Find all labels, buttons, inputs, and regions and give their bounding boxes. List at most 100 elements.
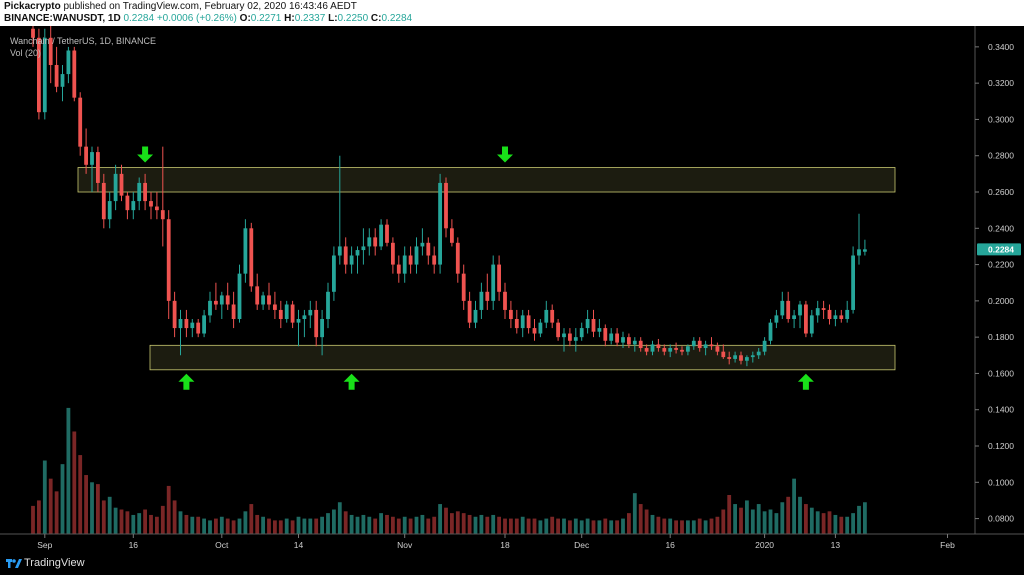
candle-body [739, 355, 743, 361]
candle-body [402, 255, 407, 274]
volume-bar [756, 504, 761, 534]
volume-bar [66, 407, 71, 534]
candle-body [320, 319, 324, 338]
candle-body [727, 357, 732, 359]
volume-bar [166, 485, 171, 534]
volume-bar [284, 518, 289, 534]
candle-body [426, 242, 431, 256]
tradingview-brand[interactable]: TradingView [24, 557, 85, 569]
volume-bar [337, 502, 342, 534]
candle-body [237, 273, 242, 320]
candle-body [131, 201, 136, 211]
candlesticks [31, 26, 867, 367]
time-tick-label: Dec [574, 540, 590, 550]
price-tick-label: 0.2000 [988, 296, 1014, 306]
candle-body [267, 295, 271, 305]
candle-body [514, 319, 519, 329]
price-change: +0.0006 (+0.26%) [156, 13, 237, 24]
volume-bar [332, 509, 336, 534]
candle-body [249, 228, 254, 287]
volume-bar [815, 511, 820, 534]
volume-bar [538, 520, 543, 534]
candle-body [526, 315, 531, 329]
candle-body [585, 319, 590, 329]
candle-body [804, 304, 808, 334]
candle-body [686, 346, 690, 352]
candle-body [255, 286, 260, 305]
publish-line: Pickacrypto published on TradingView.com… [4, 1, 357, 12]
candle-body [149, 201, 153, 207]
volume-bar [385, 514, 389, 534]
candle-body [709, 344, 714, 347]
candle-body [745, 357, 749, 361]
volume-bar [355, 516, 360, 534]
price-axis[interactable]: 0.3400 0.3200 0.3000 0.2800 0.2600 0.2400 0.22… [974, 26, 1021, 534]
volume-bar [231, 520, 236, 534]
legend-title[interactable]: Wanchain / TetherUS, 1D, BINANCE [10, 36, 157, 46]
volume-bar [562, 518, 566, 534]
candle-body [568, 333, 572, 341]
candle-body [656, 344, 661, 349]
candle-body [532, 328, 537, 334]
volume-bar [60, 464, 65, 534]
candle-body [809, 315, 814, 334]
volume-bar [308, 518, 313, 534]
volume-bar [821, 513, 826, 534]
volume-bar [827, 511, 832, 534]
volume-bar [273, 520, 277, 534]
candle-body [343, 246, 348, 265]
low-value: 0.2250 [337, 13, 369, 24]
volume-bar [573, 518, 578, 534]
volume-bar [780, 502, 785, 534]
last-price-label: 0.2284 [988, 244, 1014, 254]
candle-body [314, 309, 319, 338]
volume-bar [485, 516, 490, 534]
time-tick-label: 16 [129, 540, 139, 550]
legend-volume[interactable]: Vol (20) [10, 48, 42, 58]
volume-bar [178, 511, 183, 534]
arrows-layer [137, 146, 814, 390]
candle-body [821, 308, 826, 310]
candle-body [721, 351, 726, 358]
candle-body [780, 300, 785, 316]
candle-body [609, 333, 614, 341]
candle-body [857, 249, 861, 256]
volume-bar [461, 513, 466, 534]
volume-bar [302, 518, 307, 534]
candle-body [479, 291, 484, 310]
volume-bar [544, 518, 549, 534]
volume-bar [72, 431, 77, 534]
volume-bar [396, 518, 401, 534]
volume-bar [119, 509, 124, 534]
volume-bar [172, 500, 177, 534]
candle-body [42, 37, 47, 113]
candle-body [408, 255, 413, 265]
tradingview-logo-icon[interactable] [6, 557, 22, 569]
volume-bar [509, 518, 513, 534]
candle-body [172, 300, 177, 329]
candle-body [37, 37, 41, 113]
candle-body [225, 295, 230, 305]
volume-bar [420, 514, 425, 534]
candle-body [184, 319, 189, 329]
candle-body [715, 346, 720, 352]
close-value: 0.2284 [381, 13, 413, 24]
candle-body [143, 182, 147, 202]
volume-bar [733, 504, 737, 534]
candle-body [107, 201, 112, 220]
volume-bar [556, 518, 560, 534]
time-axis[interactable]: Sep16Oct14Nov18Dec16202013Feb17 [0, 533, 1024, 550]
author-name[interactable]: Pickacrypto [4, 1, 61, 12]
candle-body [385, 224, 389, 243]
candle-body [90, 152, 94, 165]
candle-body [278, 309, 283, 320]
candle-body [756, 351, 761, 356]
volume-bar [479, 514, 484, 534]
price-chart[interactable]: 0.3400 0.3200 0.3000 0.2800 0.2600 0.2400 0.22… [0, 26, 1024, 553]
volume-bar [632, 493, 637, 534]
candle-body [113, 173, 118, 202]
volume-bar [243, 511, 248, 534]
candle-body [66, 50, 71, 75]
candle-body [792, 315, 796, 320]
candle-body [691, 340, 696, 347]
